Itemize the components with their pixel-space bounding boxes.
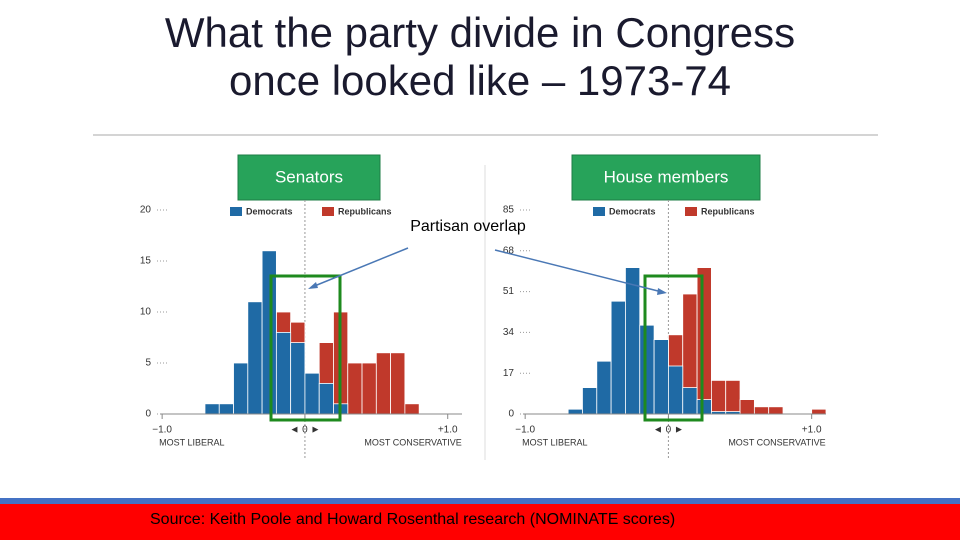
arrow-head: [657, 288, 667, 295]
bar: [739, 399, 755, 415]
bar: [567, 408, 583, 415]
y-tick-label: 10: [140, 307, 152, 318]
bar: [625, 267, 641, 415]
x-tick-label: ◄ 0 ►: [289, 425, 320, 436]
bar: [347, 362, 363, 415]
x-tick-label: +1.0: [438, 425, 458, 436]
chart-header: [571, 154, 761, 201]
arrow: [311, 247, 409, 288]
x-label: MOST LIBERAL: [159, 437, 224, 447]
slide-title: What the party divide in Congress once lo…: [165, 9, 795, 104]
legend-label: Republicans: [338, 206, 392, 216]
bar: [404, 403, 420, 415]
source: Source: Keith Poole and Howard Rosenthal…: [150, 511, 675, 528]
legend-swatch: [230, 207, 242, 216]
x-tick-label: −1.0: [515, 425, 535, 436]
x-label: MOST LIBERAL: [522, 437, 587, 447]
chart-title: Senators: [275, 167, 343, 186]
y-tick-label: 51: [503, 286, 515, 297]
bar: [811, 408, 827, 415]
x-tick-label: ◄ 0 ►: [653, 425, 684, 436]
bar: [304, 372, 320, 415]
annotation: Partisan overlap: [410, 218, 526, 235]
bar: [696, 399, 712, 415]
y-tick-label: 68: [503, 245, 515, 256]
bar: [233, 362, 249, 415]
legend-label: Democrats: [246, 206, 293, 216]
bar: [725, 379, 741, 415]
legend-label: Democrats: [609, 206, 656, 216]
bar: [653, 339, 669, 415]
legend-label: Republicans: [701, 206, 755, 216]
overlap-box: [269, 274, 342, 422]
y-tick-label: 0: [145, 409, 151, 420]
y-tick-label: 5: [145, 358, 151, 369]
bar: [596, 360, 612, 415]
bar: [218, 403, 234, 415]
bar: [247, 301, 263, 415]
y-tick-label: 20: [140, 205, 152, 216]
bar: [696, 267, 712, 415]
y-tick-label: 34: [503, 327, 515, 338]
arrow-head: [308, 282, 318, 289]
bar: [753, 406, 770, 415]
bar: [682, 387, 698, 415]
footer: [0, 504, 960, 540]
bar: [318, 382, 334, 415]
y-tick-label: 0: [508, 409, 514, 420]
bar: [610, 300, 626, 415]
legend-swatch: [322, 207, 334, 216]
x-tick-label: +1.0: [802, 425, 822, 436]
footer-stripe: [0, 498, 960, 504]
bar: [582, 387, 598, 415]
chart-title: House members: [604, 167, 729, 186]
bar: [768, 406, 784, 415]
x-label: MOST CONSERVATIVE: [364, 437, 461, 447]
legend-swatch: [593, 207, 605, 216]
legend-swatch: [685, 207, 697, 216]
overlap-box: [643, 274, 704, 422]
bar: [361, 362, 377, 415]
bar: [639, 324, 655, 415]
arrow: [494, 249, 663, 293]
bar: [710, 379, 727, 415]
y-tick-label: 15: [140, 256, 152, 267]
y-tick-label: 85: [503, 205, 515, 216]
chart-header: [237, 154, 381, 201]
bar: [375, 352, 392, 415]
bar: [668, 365, 684, 415]
bar: [275, 331, 292, 415]
bar: [204, 403, 220, 415]
x-tick-label: −1.0: [152, 425, 172, 436]
y-tick-label: 17: [503, 368, 515, 379]
bar: [290, 342, 306, 415]
x-label: MOST CONSERVATIVE: [728, 437, 825, 447]
bar: [390, 352, 406, 415]
